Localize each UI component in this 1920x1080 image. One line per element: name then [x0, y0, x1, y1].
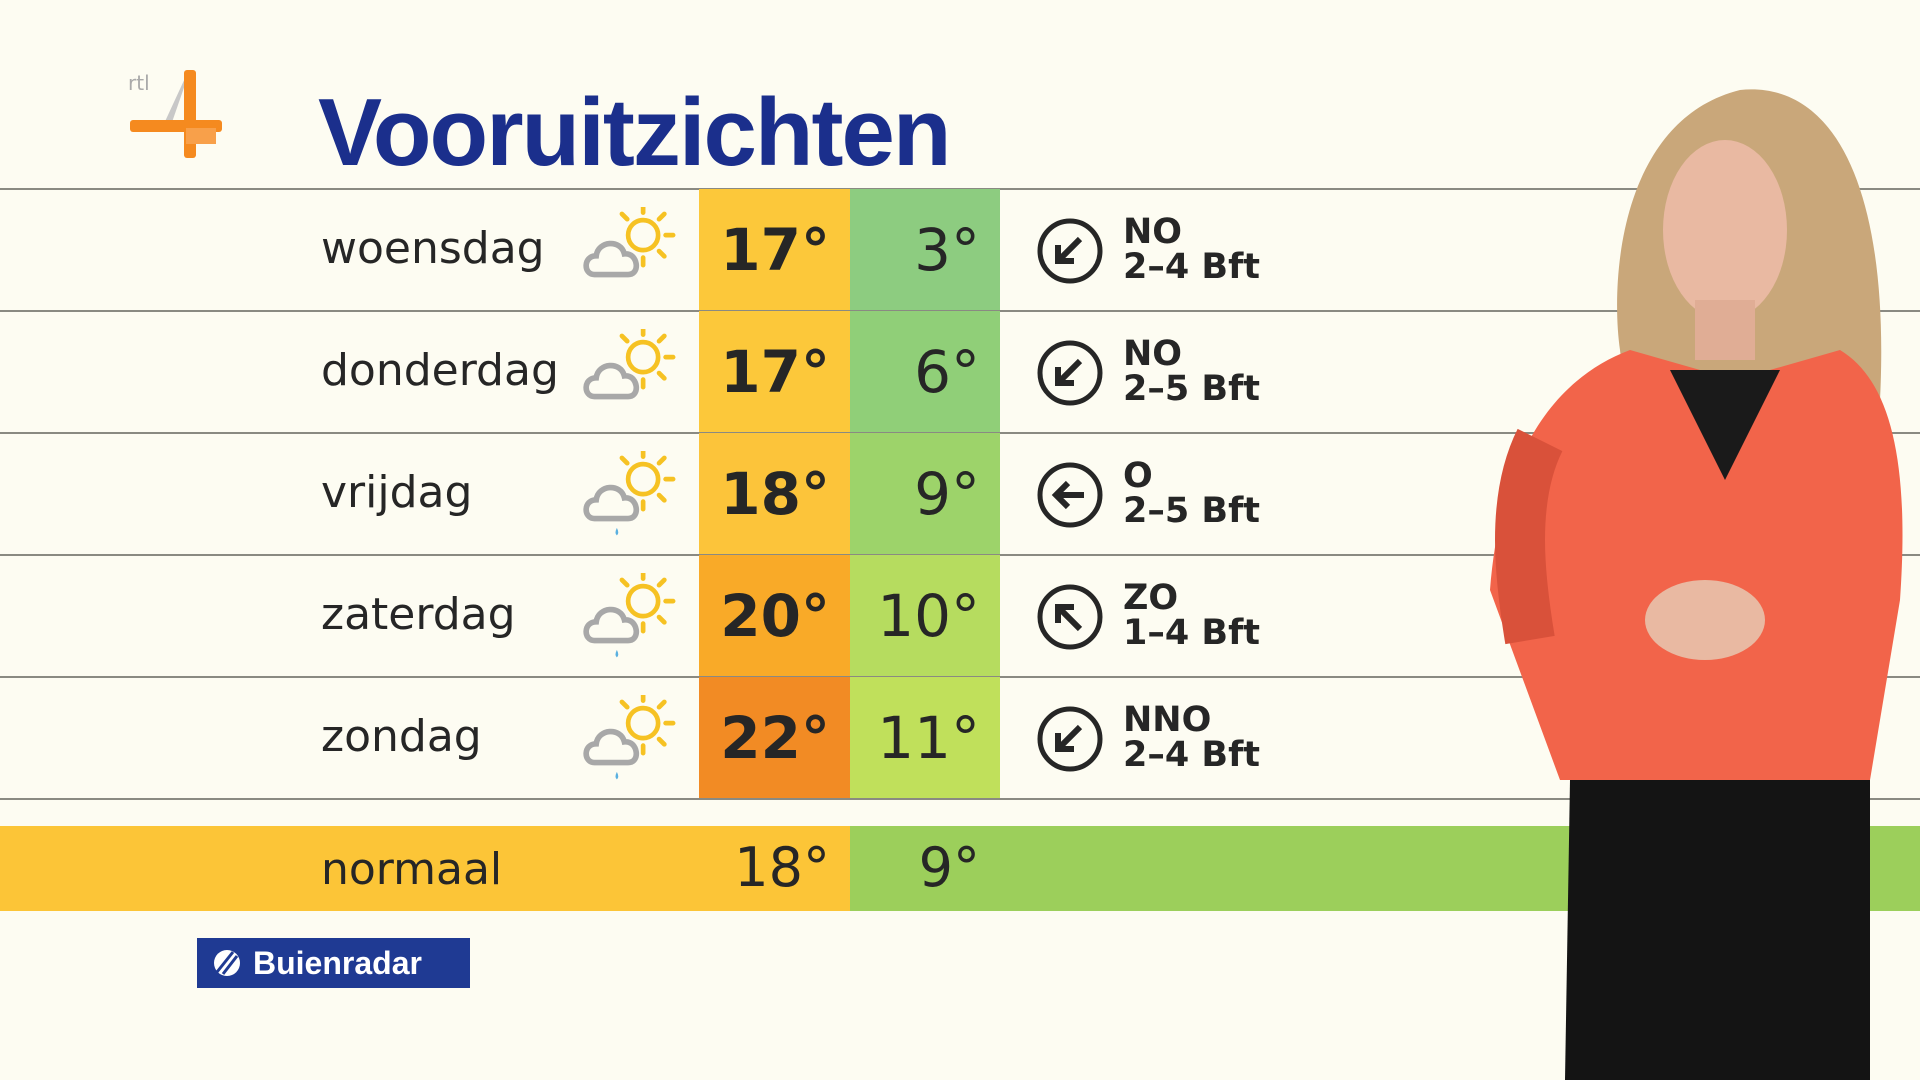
wind-arrow-down-left-icon: [1037, 706, 1103, 772]
sponsor-label: Buienradar: [253, 945, 422, 981]
day-label: zaterdag: [321, 589, 516, 640]
low-temp: 10°: [850, 555, 1000, 677]
wind-direction: ZO: [1123, 578, 1179, 618]
sun-cloud-rain-icon: [583, 451, 676, 536]
wind-direction: NO: [1123, 212, 1183, 252]
page-title: Vooruitzichten: [318, 79, 952, 186]
low-temp: 9°: [850, 433, 1000, 555]
high-temp: 22°: [699, 677, 850, 799]
wind-direction: O: [1123, 456, 1153, 496]
high-temp: 18°: [699, 433, 850, 555]
sun-cloud-rain-icon: [583, 695, 676, 780]
wind-force: 2–4 Bft: [1123, 247, 1261, 287]
wind-force: 2–5 Bft: [1123, 369, 1261, 409]
svg-text:rtl: rtl: [128, 71, 150, 95]
wind-arrow-down-left-icon: [1037, 218, 1103, 284]
forecast-row: woensdag 17° 3° NO 2–4 Bft: [0, 189, 1920, 311]
wind-force: 2–4 Bft: [1123, 735, 1261, 775]
wind-arrow-left-icon: [1037, 462, 1103, 528]
wind-force: 1–4 Bft: [1123, 613, 1261, 653]
high-temp: 20°: [699, 555, 850, 677]
day-label: woensdag: [321, 223, 545, 274]
normal-high: 18°: [734, 836, 830, 899]
day-label: donderdag: [321, 345, 559, 396]
wind-arrow-up-left-icon: [1037, 584, 1103, 650]
low-temp: 11°: [850, 677, 1000, 799]
rtl4-logo: rtl: [128, 70, 222, 158]
wind-info: O 2–5 Bft: [1123, 459, 1260, 529]
forecast-row: zaterdag 20° 10° ZO 1–4 Bft: [0, 555, 1920, 677]
wind-arrow-down-left-icon: [1037, 340, 1103, 406]
high-temp: 17°: [699, 311, 850, 433]
wind-force: 2–5 Bft: [1123, 491, 1261, 531]
day-label: zondag: [321, 711, 482, 762]
low-temp: 6°: [850, 311, 1000, 433]
buienradar-logo: Buienradar: [197, 938, 470, 988]
forecast-row: zondag 22° 11° NNO 2–4 Bft: [0, 677, 1920, 799]
sun-cloud-icon: [583, 329, 676, 400]
wind-info: ZO 1–4 Bft: [1123, 581, 1260, 651]
wind-info: NO 2–4 Bft: [1123, 215, 1260, 285]
normal-low: 9°: [918, 836, 980, 899]
sun-cloud-rain-icon: [583, 573, 676, 658]
wind-info: NO 2–5 Bft: [1123, 337, 1260, 407]
sun-cloud-icon: [583, 207, 676, 278]
high-temp: 17°: [699, 189, 850, 311]
wind-direction: NO: [1123, 334, 1183, 374]
wind-info: NNO 2–4 Bft: [1123, 703, 1260, 773]
day-label: vrijdag: [321, 467, 473, 518]
buienradar-icon: [214, 950, 240, 976]
forecast-row: donderdag 17° 6° NO 2–5 Bft: [0, 311, 1920, 433]
presenter-image: [1490, 89, 1903, 1080]
wind-direction: NNO: [1123, 700, 1212, 740]
forecast-row: vrijdag 18° 9° O 2–5 Bft: [0, 433, 1920, 555]
normal-label: normaal: [321, 844, 503, 895]
low-temp: 3°: [850, 189, 1000, 311]
row-divider: [0, 798, 1920, 800]
